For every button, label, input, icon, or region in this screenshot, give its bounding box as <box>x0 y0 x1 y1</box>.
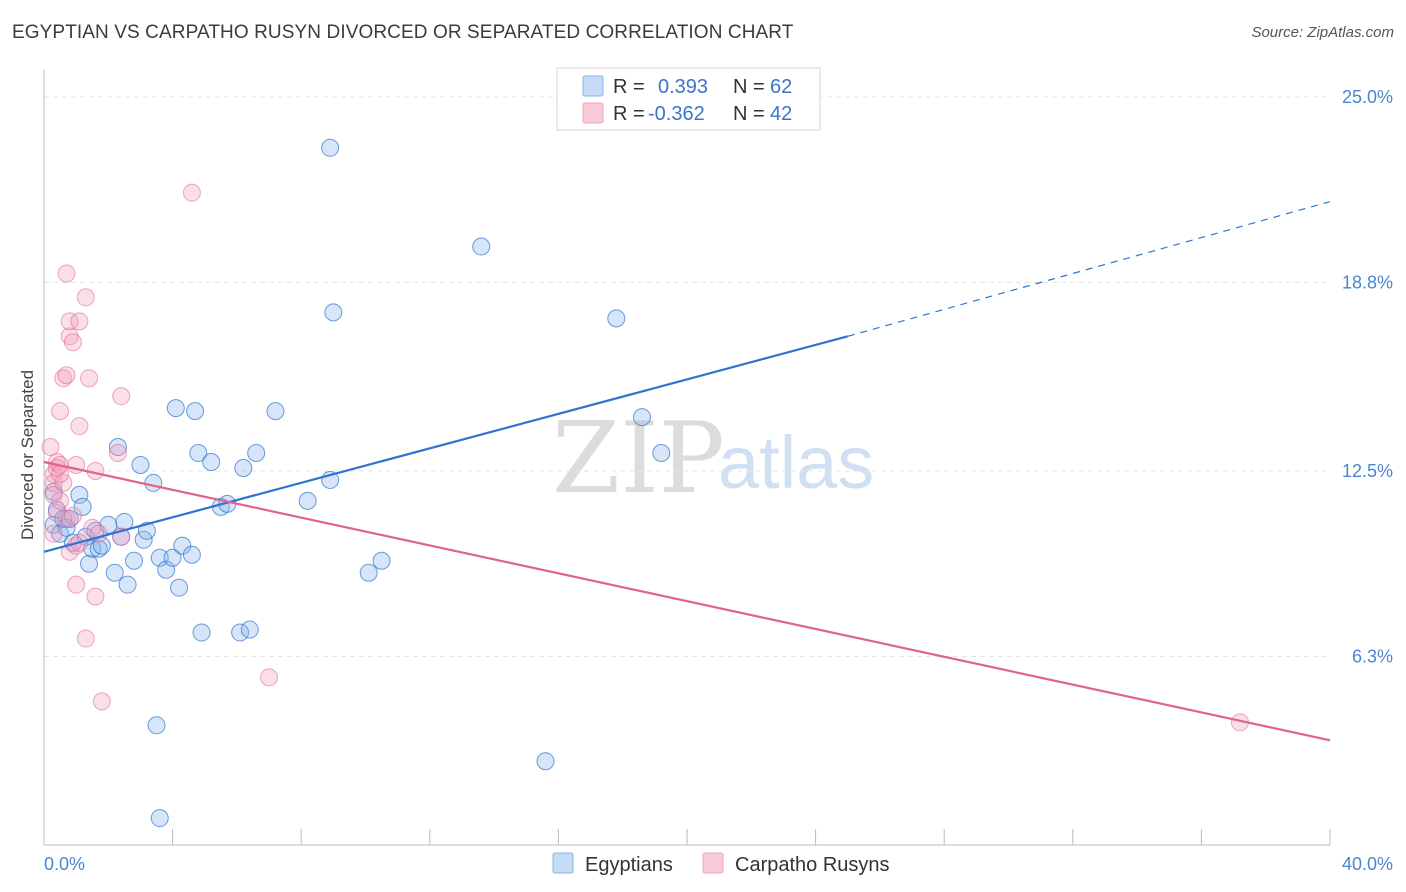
stats-legend: R = 0.393 N = 62 R = -0.362 N = 42 <box>556 67 821 131</box>
carpatho-rusyns-point <box>51 464 70 483</box>
egyptians-n-value: 62 <box>770 76 792 98</box>
egyptians-point <box>192 623 211 642</box>
rusyns-n-value: 42 <box>770 103 792 125</box>
egyptians-point <box>324 303 343 322</box>
carpatho-rusyns-point <box>60 312 79 331</box>
egyptians-point <box>632 408 651 427</box>
carpatho-rusyns-point <box>54 369 73 388</box>
rusyns-n-label: N = <box>733 103 765 125</box>
egyptians-point <box>240 620 259 639</box>
carpatho-rusyns-point <box>67 575 86 594</box>
carpatho-rusyns-point <box>51 491 70 510</box>
y-tick-label: 6.3% <box>1352 646 1393 666</box>
egyptians-point <box>147 716 166 735</box>
carpatho-rusyns-point <box>60 327 79 346</box>
egyptians-point <box>189 444 208 463</box>
y-tick-labels: 6.3% 12.5% 18.8% 25.0% <box>1342 87 1393 667</box>
egyptians-point <box>73 497 92 516</box>
egyptians-point <box>173 536 192 555</box>
watermark: ZIP atlas <box>552 402 874 516</box>
egyptians-point <box>163 548 182 567</box>
egyptians-point <box>231 623 250 642</box>
egyptians-point <box>652 444 671 463</box>
egyptians-point <box>108 438 127 457</box>
egyptians-point <box>472 237 491 256</box>
egyptians-point <box>321 138 340 157</box>
y-tick-label: 25.0% <box>1342 87 1393 107</box>
carpatho-rusyns-point <box>51 402 70 421</box>
chart-title: EGYPTIAN VS CARPATHO RUSYN DIVORCED OR S… <box>12 22 794 43</box>
source-credit: Source: ZipAtlas.com <box>1251 24 1394 41</box>
carpatho-rusyns-point <box>260 668 279 687</box>
carpatho-rusyns-point <box>86 587 105 606</box>
egyptians-point <box>536 752 555 771</box>
rusyns-r-value: -0.362 <box>648 103 705 125</box>
egyptians-point <box>182 545 201 564</box>
carpatho-rusyns-point <box>182 183 201 202</box>
carpatho-rusyns-point <box>57 264 76 283</box>
egyptians-point <box>105 563 124 582</box>
carpatho-rusyns-point <box>80 369 99 388</box>
carpatho-rusyns-point <box>76 288 95 307</box>
rusyns-swatch <box>582 102 604 124</box>
carpatho-rusyns-point <box>108 444 127 463</box>
watermark-zip: ZIP <box>552 402 725 516</box>
egyptians-point <box>186 402 205 421</box>
egyptians-r-value: 0.393 <box>658 76 708 98</box>
egyptians-point <box>144 473 163 492</box>
egyptians-point <box>150 809 169 828</box>
series-legend: Egyptians Carpatho Rusyns <box>552 852 890 876</box>
egyptians-point <box>118 575 137 594</box>
carpatho-rusyns-point <box>70 312 89 331</box>
carpatho-rusyns-point <box>63 506 82 525</box>
legend-egyptians-label: Egyptians <box>585 854 673 876</box>
egyptians-point <box>80 554 99 573</box>
carpatho-rusyns-point <box>76 629 95 648</box>
carpatho-rusyns-trend-line <box>43 460 1331 742</box>
carpatho-rusyns-point <box>70 417 89 436</box>
egyptians-point <box>359 563 378 582</box>
egyptians-point <box>166 399 185 418</box>
egyptians-point <box>607 309 626 328</box>
y-tick-label: 18.8% <box>1342 272 1393 292</box>
carpatho-rusyns-point <box>57 366 76 385</box>
egyptians-trend-extension <box>847 201 1331 337</box>
egyptians-point <box>234 458 253 477</box>
egyptians-point <box>131 455 150 474</box>
x-tick-label-max: 40.0% <box>1342 854 1393 874</box>
egyptians-n-label: N = <box>733 76 765 98</box>
egyptians-swatch <box>582 75 604 97</box>
egyptians-point <box>70 485 89 504</box>
carpatho-rusyns-point <box>41 438 60 457</box>
x-tick-label-min: 0.0% <box>44 854 85 874</box>
watermark-atlas: atlas <box>718 421 874 504</box>
x-ticks <box>172 829 1331 845</box>
egyptians-point <box>170 578 189 597</box>
legend-egyptians-swatch <box>552 852 574 874</box>
egyptians-point <box>137 521 156 540</box>
egyptians-point <box>125 551 144 570</box>
carpatho-rusyns-point <box>63 333 82 352</box>
egyptians-point <box>266 402 285 421</box>
y-tick-label: 12.5% <box>1342 461 1393 481</box>
egyptians-trend-line <box>43 335 849 553</box>
egyptians-point <box>89 539 108 558</box>
trend-lines <box>43 201 1331 742</box>
egyptians-point <box>202 452 221 471</box>
y-axis-label: Divorced or Separated <box>18 370 37 540</box>
egyptians-points <box>44 138 671 828</box>
egyptians-point <box>298 491 317 510</box>
carpatho-rusyns-point <box>92 692 111 711</box>
egyptians-point <box>372 551 391 570</box>
egyptians-point <box>247 444 266 463</box>
grid <box>44 96 1330 657</box>
carpatho-rusyns-point <box>44 524 63 543</box>
rusyns-r-label: R = <box>613 103 645 125</box>
egyptians-r-label: R = <box>613 76 645 98</box>
legend-rusyns-swatch <box>702 852 724 874</box>
carpatho-rusyns-point <box>112 387 131 406</box>
legend-rusyns-label: Carpatho Rusyns <box>735 854 890 876</box>
